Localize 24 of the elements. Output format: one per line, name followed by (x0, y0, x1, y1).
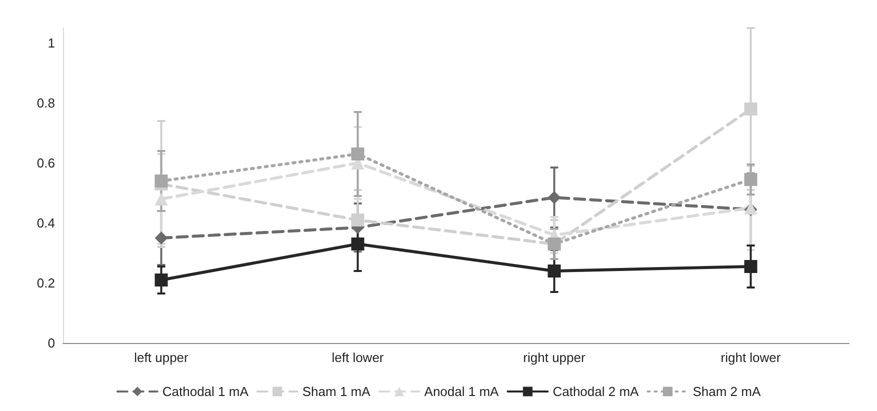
point (351, 148, 364, 160)
x-tick-label: right lower (720, 350, 782, 365)
y-tick-label: 0.2 (36, 276, 55, 290)
y-tick-label: 0 (48, 336, 55, 350)
point (744, 102, 758, 116)
legend-label: Cathodal 1 mA (162, 384, 249, 399)
point (154, 274, 168, 286)
legend-label: Anodal 1 mA (424, 384, 500, 399)
x-tick-label: left lower (332, 350, 384, 365)
point (351, 214, 364, 226)
legend-label: Sham 2 mA (692, 384, 761, 399)
legend-label: Cathodal 2 mA (552, 384, 640, 399)
point (548, 191, 561, 204)
point (744, 260, 758, 273)
y-tick-label: 1 (48, 36, 55, 50)
point (154, 174, 168, 188)
legend-label: Sham 1 mA (302, 384, 371, 399)
x-tick-label: left upper (134, 350, 190, 365)
y-tick-label: 0.6 (36, 156, 55, 170)
y-tick-label: 0.8 (36, 96, 55, 110)
point (548, 264, 561, 278)
y-tick-label: 0.4 (36, 216, 55, 230)
x-tick-label: right upper (523, 350, 586, 365)
point (154, 192, 168, 206)
